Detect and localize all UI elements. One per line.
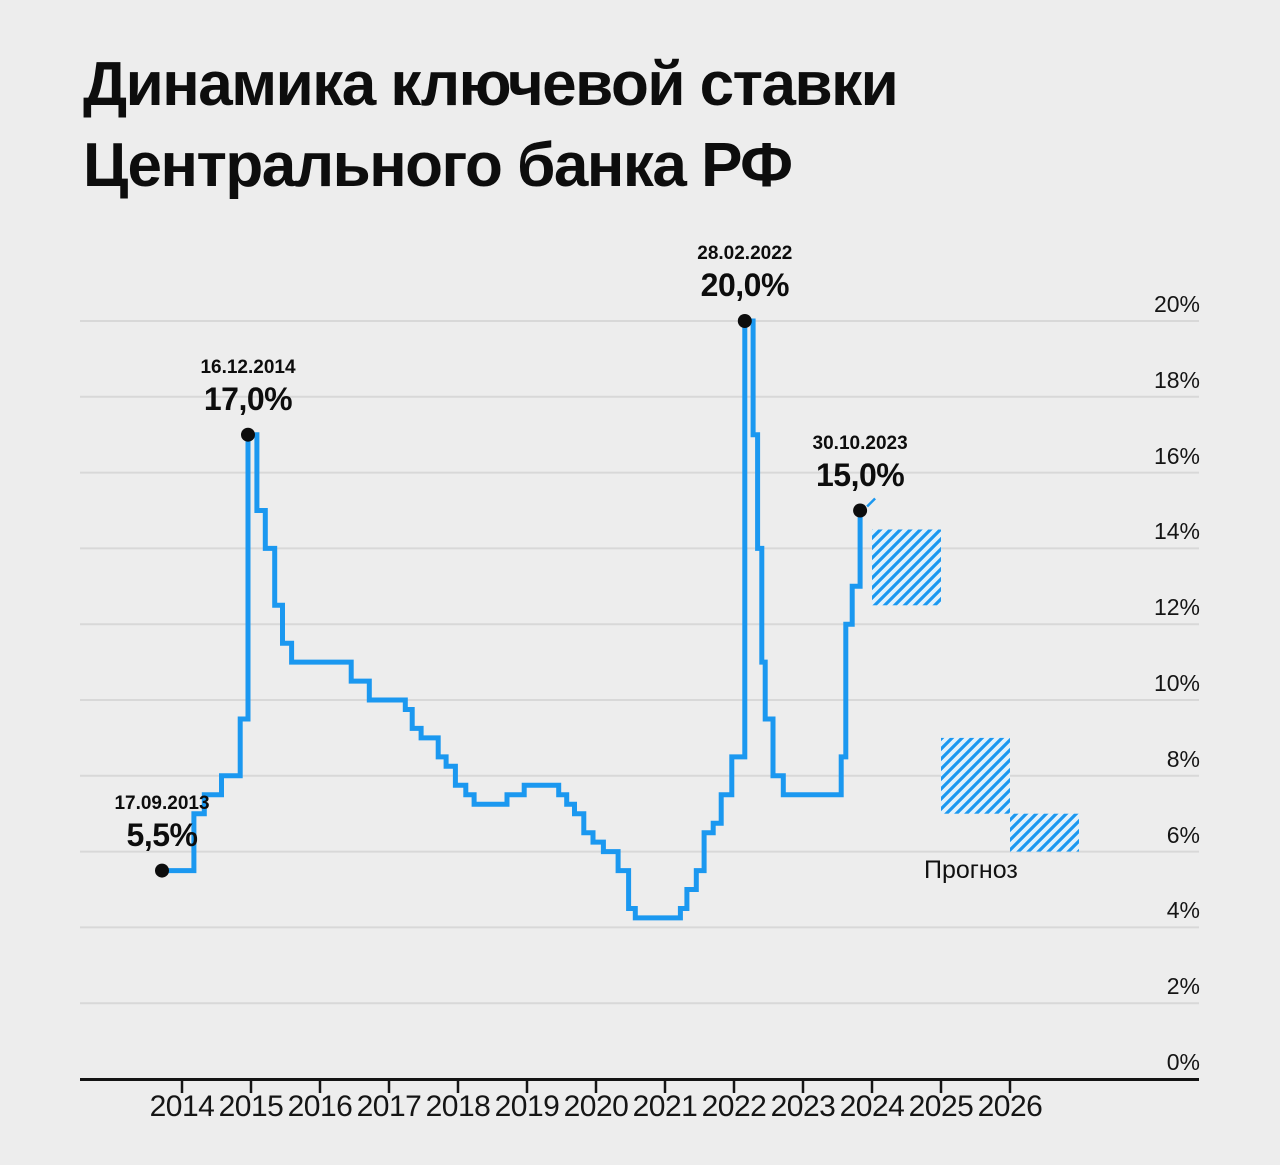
chart-title: Динамика ключевой ставки Центрального ба…	[83, 44, 899, 206]
chart-title-line-1: Динамика ключевой ставки	[83, 50, 899, 119]
chart-title-line-2: Центрального банка РФ	[83, 131, 793, 200]
annotation-dot	[241, 427, 255, 442]
key-rate-step-line	[162, 318, 863, 921]
annotation-dot	[853, 503, 868, 518]
forecast-connector-dash	[866, 497, 876, 508]
forecast-range-box	[872, 529, 941, 606]
forecast-range-box	[941, 737, 1010, 814]
forecast-label: Прогноз	[924, 856, 1018, 884]
annotation-dot	[155, 863, 169, 878]
forecast-range-box	[1010, 813, 1079, 852]
annotation-dot	[737, 314, 752, 328]
